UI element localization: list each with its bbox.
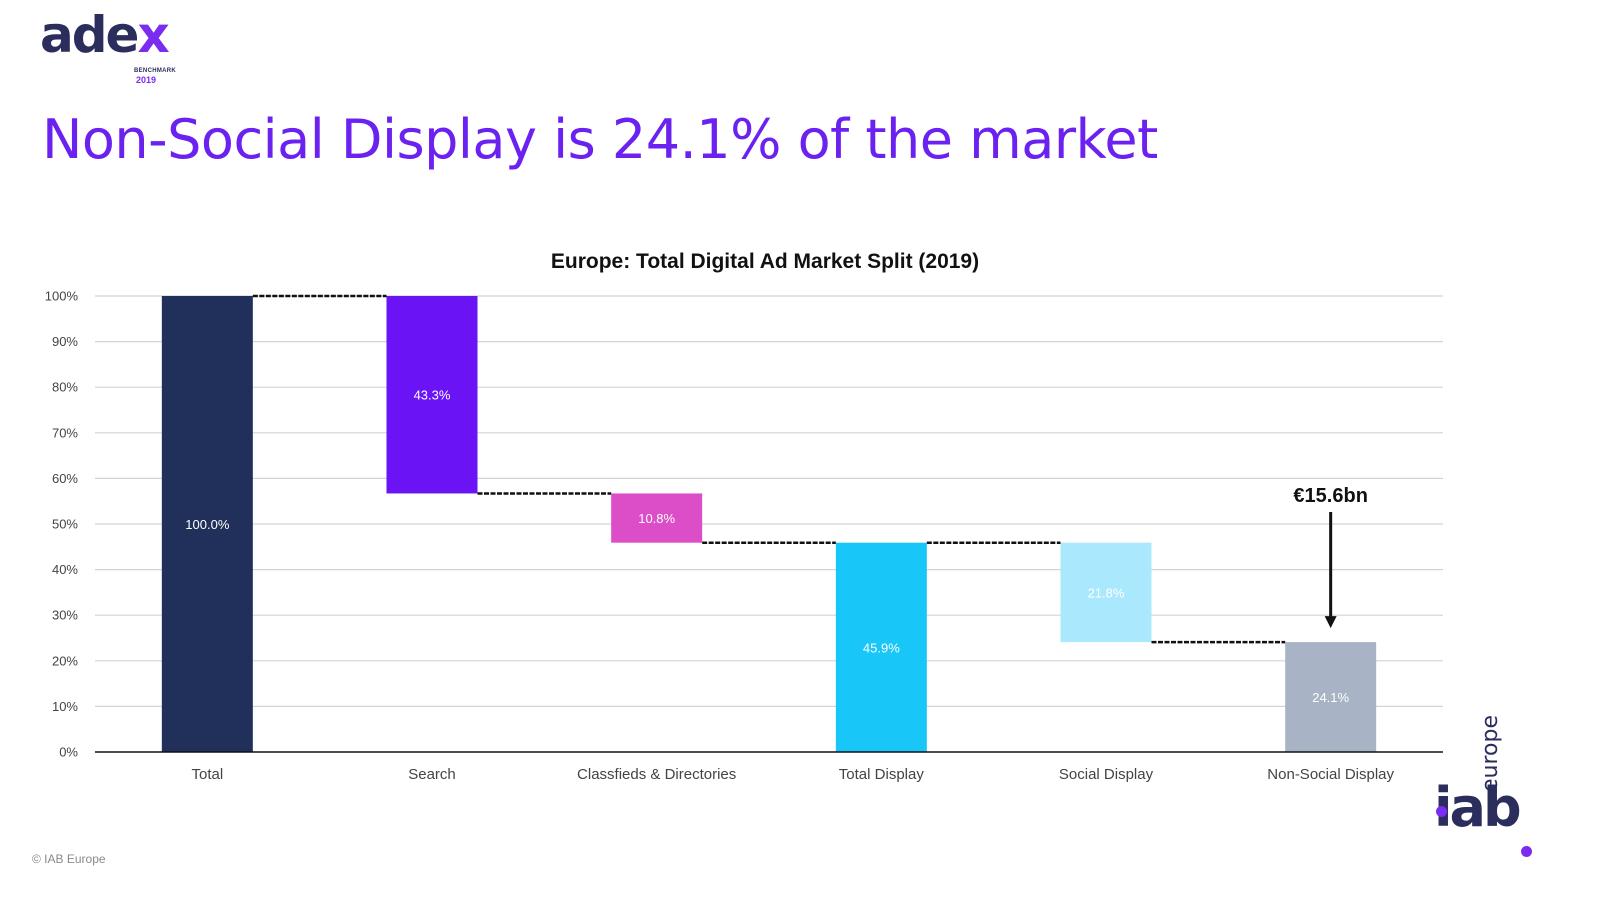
- y-tick-label: 0%: [59, 745, 78, 760]
- copyright-notice: © IAB Europe: [32, 852, 106, 866]
- adex-wordmark: adex: [40, 6, 170, 64]
- bar-value-label: 24.1%: [1312, 690, 1349, 705]
- adex-benchmark-logo: adex BENCHMARK 2019: [36, 6, 186, 90]
- y-tick-label: 20%: [52, 653, 78, 668]
- page-title: Non-Social Display is 24.1% of the marke…: [42, 108, 1158, 171]
- chart-title: Europe: Total Digital Ad Market Split (2…: [550, 250, 980, 273]
- x-category-label: Social Display: [1059, 766, 1154, 783]
- y-tick-label: 50%: [52, 517, 78, 532]
- bar: [386, 296, 478, 494]
- y-tick-label: 60%: [52, 471, 78, 486]
- bar: [835, 542, 927, 752]
- x-category-label: Total Display: [839, 766, 925, 783]
- bar-value-label: 10.8%: [638, 511, 675, 526]
- bar: [1285, 642, 1377, 752]
- iab-wordmark: iab: [1434, 776, 1522, 839]
- y-tick-label: 30%: [52, 608, 78, 623]
- y-tick-label: 40%: [52, 562, 78, 577]
- y-tick-label: 80%: [52, 380, 78, 395]
- y-tick-label: 90%: [52, 334, 78, 349]
- bar-value-label: 21.8%: [1088, 585, 1125, 600]
- iab-dot-icon: [1521, 846, 1532, 857]
- x-category-label: Total: [191, 766, 223, 783]
- x-category-label: Search: [408, 766, 456, 783]
- callout-label: €15.6bn: [1293, 485, 1367, 507]
- bar-value-label: 100.0%: [185, 517, 230, 532]
- x-category-label: Classfieds & Directories: [577, 766, 736, 783]
- y-tick-label: 100%: [45, 289, 79, 304]
- bar-value-label: 45.9%: [863, 640, 900, 655]
- x-category-label: Non-Social Display: [1267, 766, 1394, 783]
- y-tick-label: 70%: [52, 425, 78, 440]
- iab-region-label: europe: [1478, 715, 1503, 792]
- iab-europe-logo: iab europe: [1426, 715, 1546, 862]
- adex-year-label: 2019: [136, 75, 157, 85]
- bar: [161, 296, 253, 752]
- iab-dot-icon: [1436, 806, 1447, 817]
- adex-benchmark-label: BENCHMARK: [134, 68, 177, 74]
- bar: [611, 493, 703, 543]
- bar-value-label: 43.3%: [414, 388, 451, 403]
- y-tick-label: 10%: [52, 699, 78, 714]
- arrow-down-icon: [1324, 616, 1337, 629]
- bar: [1060, 542, 1152, 643]
